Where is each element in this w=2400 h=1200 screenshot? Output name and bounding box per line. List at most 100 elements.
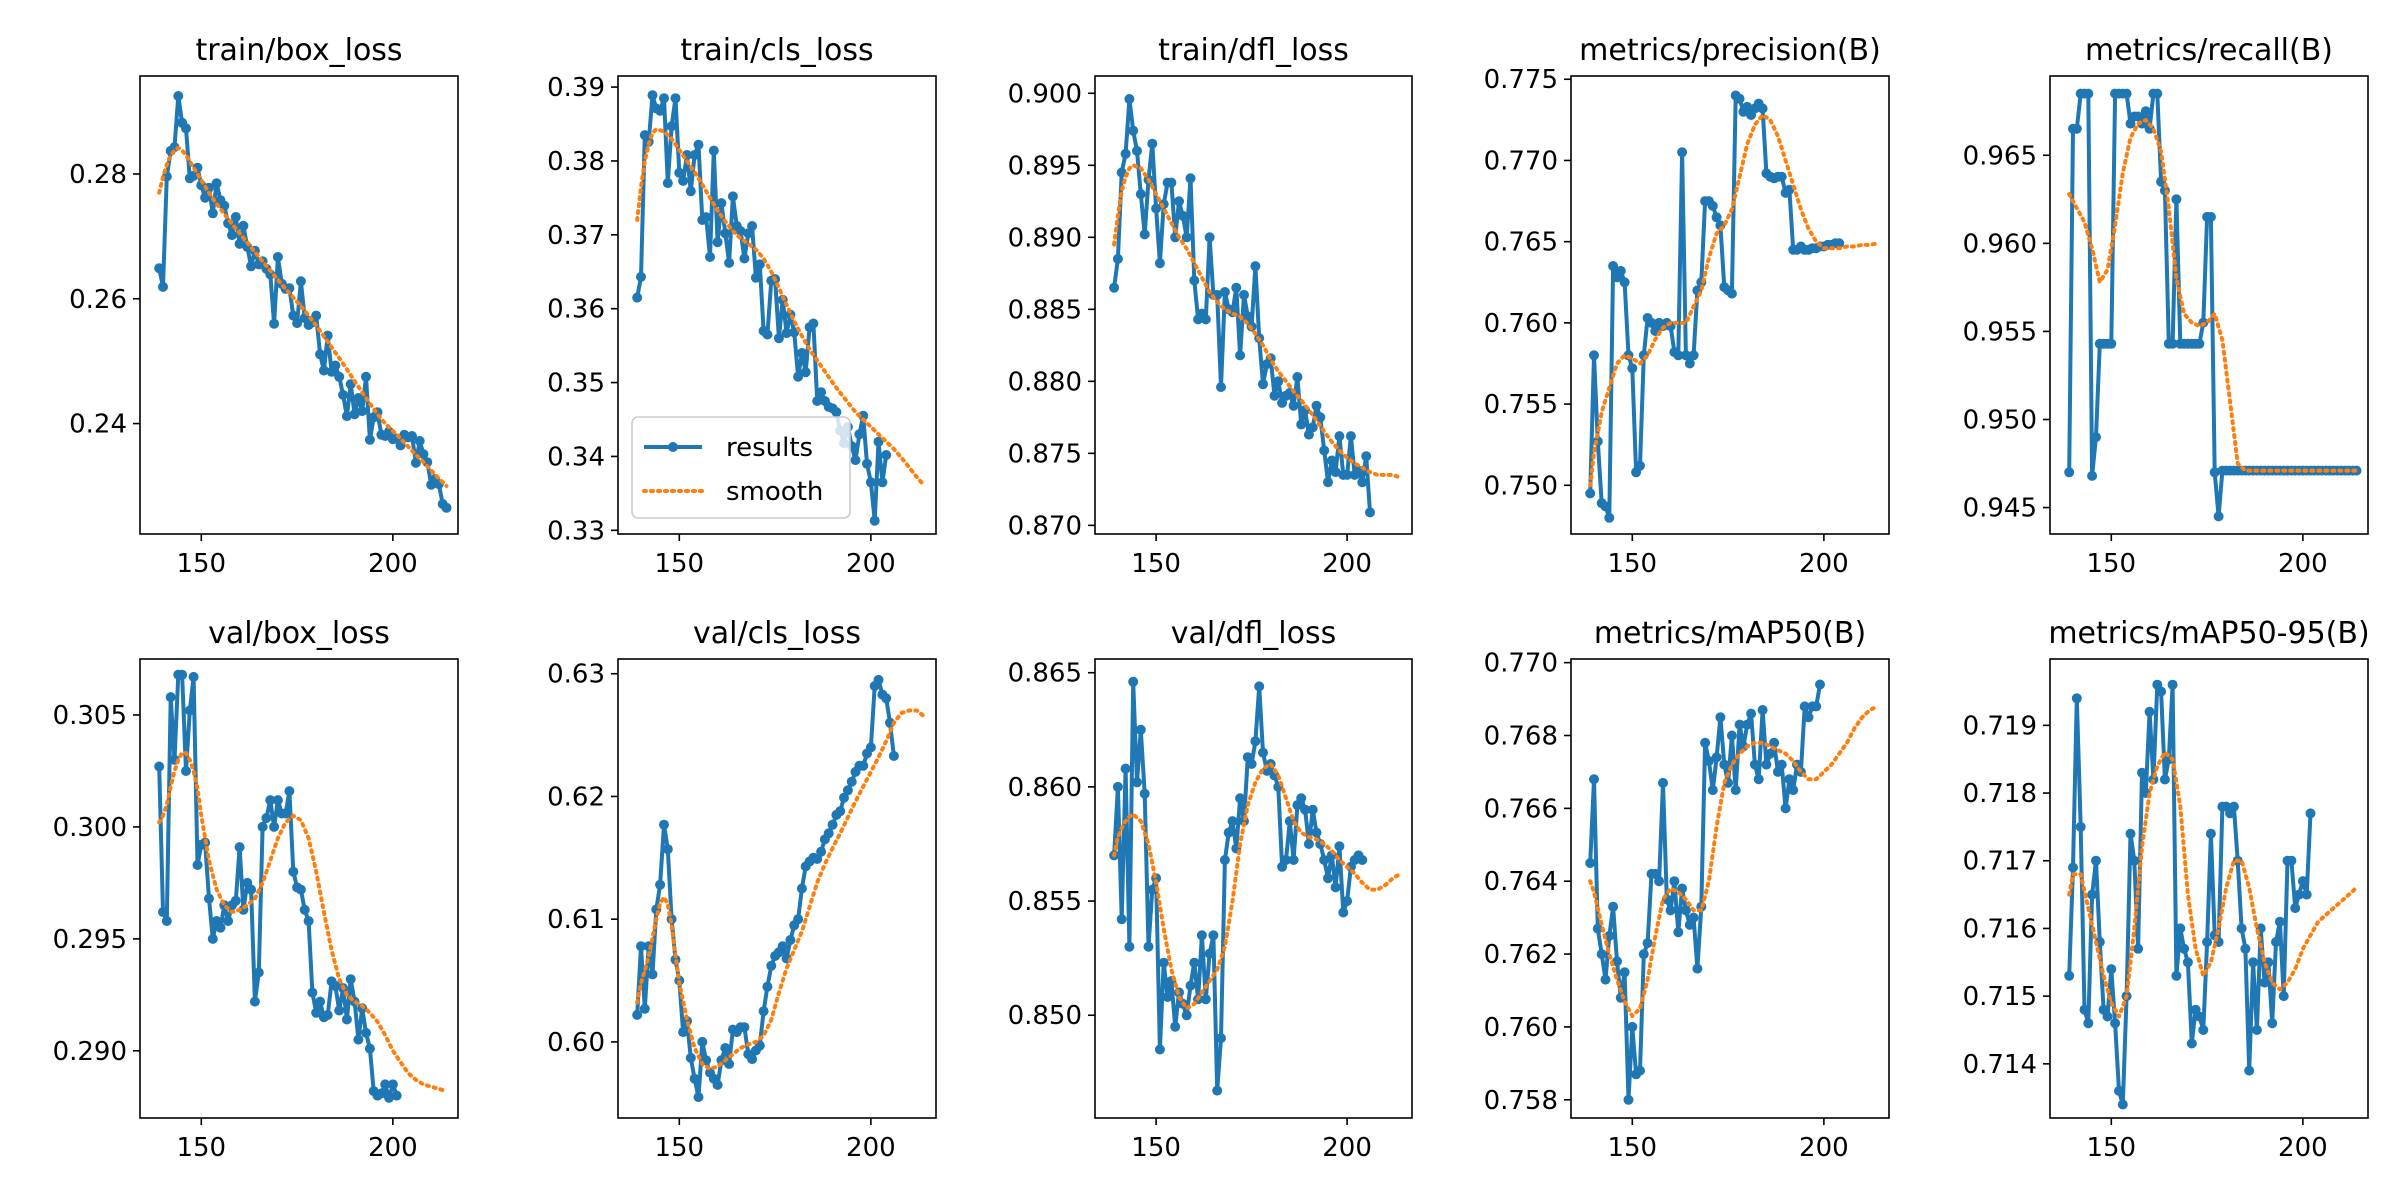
results-point xyxy=(246,261,257,272)
results-point xyxy=(900,0,910,5)
results-point xyxy=(364,434,375,445)
y-tick-label: 0.39 xyxy=(547,73,605,103)
results-point xyxy=(1680,905,1691,916)
results-point xyxy=(1707,200,1718,211)
results-point xyxy=(1170,1021,1181,1032)
results-point xyxy=(893,0,903,5)
results-point xyxy=(2290,903,2301,914)
results-point xyxy=(747,1054,758,1065)
results-point xyxy=(2167,679,2178,690)
series-results xyxy=(632,0,903,1103)
results-point xyxy=(1642,938,1653,949)
results-point xyxy=(639,1003,650,1014)
results-point xyxy=(2171,194,2182,205)
results-point xyxy=(1334,841,1345,852)
results-point xyxy=(204,893,214,904)
x-tick-label: 200 xyxy=(1799,1133,1849,1163)
results-point xyxy=(2068,862,2078,873)
results-point xyxy=(1338,907,1349,918)
results-point xyxy=(2259,977,2270,988)
results-point xyxy=(1250,261,1261,272)
results-point xyxy=(223,916,234,926)
results-point xyxy=(2064,467,2075,478)
results-point xyxy=(211,178,222,189)
results-point xyxy=(827,819,838,830)
results-point xyxy=(1307,422,1318,433)
results-point xyxy=(311,310,322,321)
smooth-line xyxy=(635,127,927,488)
results-point xyxy=(1665,905,1676,916)
results-point xyxy=(403,0,413,5)
results-point xyxy=(158,907,168,917)
results-point xyxy=(2194,338,2205,349)
results-point xyxy=(418,449,429,460)
x-tick-label: 200 xyxy=(368,549,418,579)
results-point xyxy=(341,1014,352,1025)
results-point xyxy=(873,674,884,685)
series-results xyxy=(154,0,421,1103)
results-point xyxy=(1692,963,1703,974)
results-point xyxy=(1246,759,1257,769)
results-point xyxy=(893,0,903,5)
results-point xyxy=(1680,350,1691,361)
results-point xyxy=(1784,774,1795,785)
results-point xyxy=(1369,0,1379,5)
results-point xyxy=(636,271,646,282)
results-point xyxy=(1135,189,1146,200)
results-point xyxy=(2236,923,2247,934)
x-tick-label: 200 xyxy=(846,549,896,579)
results-point xyxy=(1311,400,1322,411)
results-point xyxy=(1147,138,1158,149)
results-point xyxy=(2248,957,2259,968)
results-point xyxy=(1857,0,1867,5)
results-point xyxy=(858,410,869,421)
smooth-line xyxy=(1588,704,1880,1018)
results-point xyxy=(1239,289,1249,300)
smooth-line xyxy=(2067,750,2359,1019)
results-point xyxy=(2228,801,2239,812)
results-point xyxy=(1623,1094,1634,1105)
results-point xyxy=(1300,804,1311,815)
results-point xyxy=(2159,774,2170,785)
results-point xyxy=(1738,741,1749,752)
y-tick-label: 0.24 xyxy=(69,410,127,440)
results-point xyxy=(345,974,356,985)
results-point xyxy=(1604,512,1615,523)
results-point xyxy=(2087,470,2098,481)
results-point xyxy=(1669,876,1680,887)
results-point xyxy=(1592,923,1603,934)
results-point xyxy=(1143,941,1154,952)
results-point xyxy=(1151,203,1162,214)
panel-title: metrics/precision(B) xyxy=(1579,33,1881,68)
results-point xyxy=(666,121,677,132)
results-point xyxy=(800,367,811,378)
results-point xyxy=(1361,0,1371,5)
results-point xyxy=(865,477,876,488)
results-point xyxy=(2171,970,2182,981)
results-point xyxy=(1273,376,1284,387)
y-tick-label: 0.770 xyxy=(1484,649,1558,679)
results-point xyxy=(1373,0,1383,5)
y-tick-label: 0.28 xyxy=(69,160,127,190)
results-point xyxy=(2137,767,2147,778)
results-point xyxy=(1589,350,1599,361)
results-point xyxy=(353,393,364,403)
series-results xyxy=(1585,0,1867,523)
results-point xyxy=(2305,808,2316,819)
results-point xyxy=(685,186,696,197)
results-point xyxy=(315,349,326,360)
results-point xyxy=(1365,507,1375,518)
smooth-line xyxy=(1588,113,1880,488)
results-point xyxy=(261,813,272,823)
results-point xyxy=(735,226,746,237)
y-tick-label: 0.850 xyxy=(1008,1001,1082,1031)
results-point xyxy=(1392,0,1402,5)
results-point xyxy=(2301,889,2312,900)
results-point xyxy=(361,371,371,382)
results-point xyxy=(154,263,165,274)
results-point xyxy=(1235,350,1246,361)
results-point xyxy=(411,0,421,5)
results-point xyxy=(2213,511,2224,522)
results-point xyxy=(2079,1004,2090,1015)
results-point xyxy=(207,933,218,944)
